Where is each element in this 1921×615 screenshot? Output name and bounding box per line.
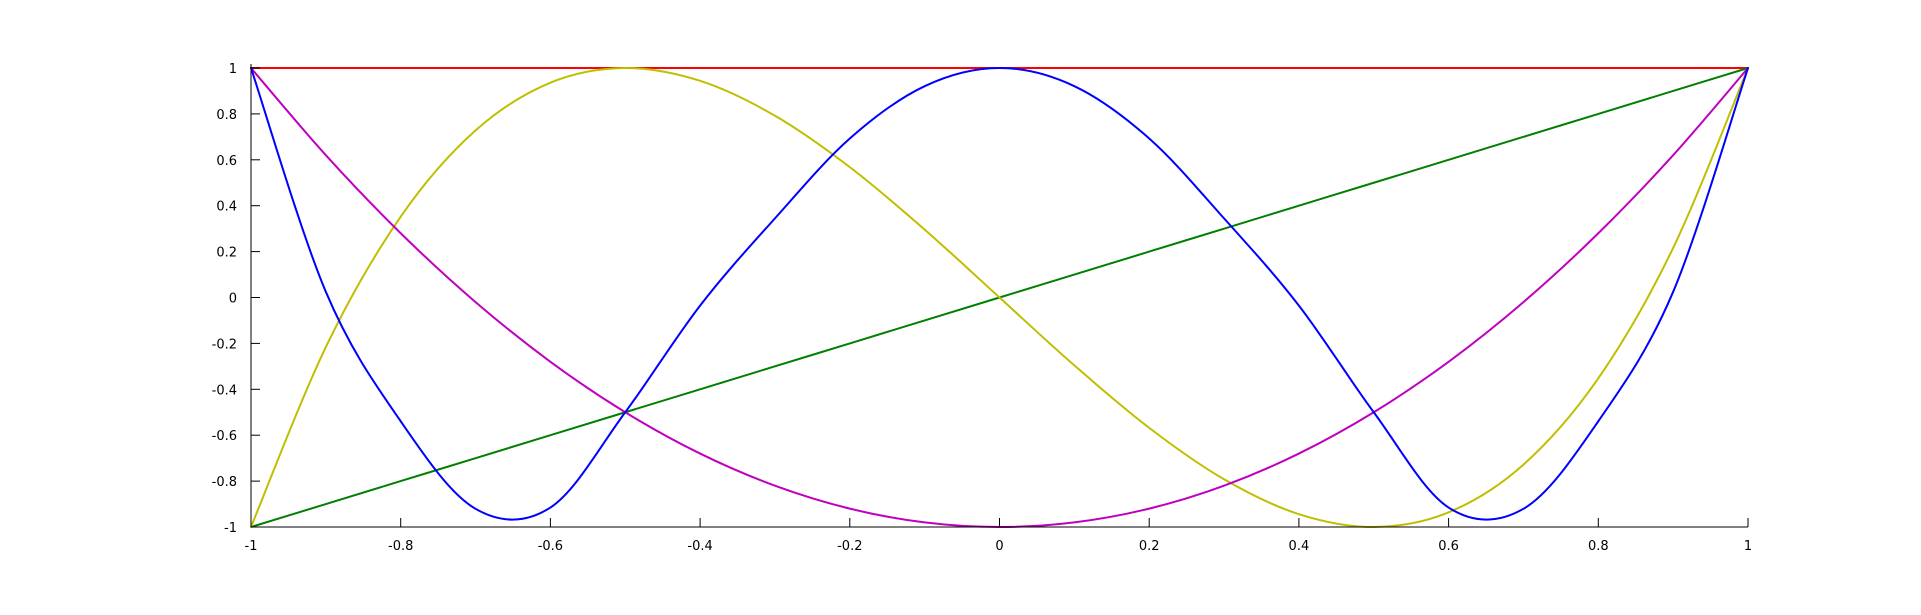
y-tick-label: -0.8 — [212, 475, 237, 490]
y-tick-label: 0.2 — [216, 246, 237, 261]
x-tick-label: -1 — [245, 539, 258, 554]
y-tick-label: -0.6 — [212, 429, 237, 444]
x-tick-label: -0.8 — [388, 539, 413, 554]
y-tick-label: -1 — [224, 521, 237, 536]
x-tick-label: 0.8 — [1588, 539, 1609, 554]
axes-layer: -1 -0.8 -0.6 -0.4 -0.2 0 0.2 0.4 0.6 0.8 1 -1 -0.8 -0… — [212, 62, 1753, 554]
y-tick-label: 0.8 — [216, 108, 237, 123]
x-tick-label: 0 — [995, 539, 1003, 554]
x-tick-label: -0.4 — [687, 539, 712, 554]
y-tick-label: -0.2 — [212, 337, 237, 352]
x-tick-label: 0.6 — [1438, 539, 1459, 554]
series-line-3 — [250, 67, 1749, 528]
x-tick-label: -0.2 — [837, 539, 862, 554]
x-tick-label: 0.4 — [1289, 539, 1310, 554]
x-tick-label: -0.6 — [538, 539, 563, 554]
x-tick-label: 0.2 — [1139, 539, 1160, 554]
y-tick-label: 0.6 — [216, 154, 237, 169]
y-tick-label: -0.4 — [212, 383, 237, 398]
series-layer — [250, 66, 1749, 528]
y-tick-label: 0.4 — [216, 200, 237, 215]
y-tick-label: 0 — [229, 292, 237, 307]
series-line-5 — [250, 67, 1749, 521]
x-tick-label: 1 — [1744, 539, 1752, 554]
y-tick-label: 1 — [229, 62, 237, 77]
